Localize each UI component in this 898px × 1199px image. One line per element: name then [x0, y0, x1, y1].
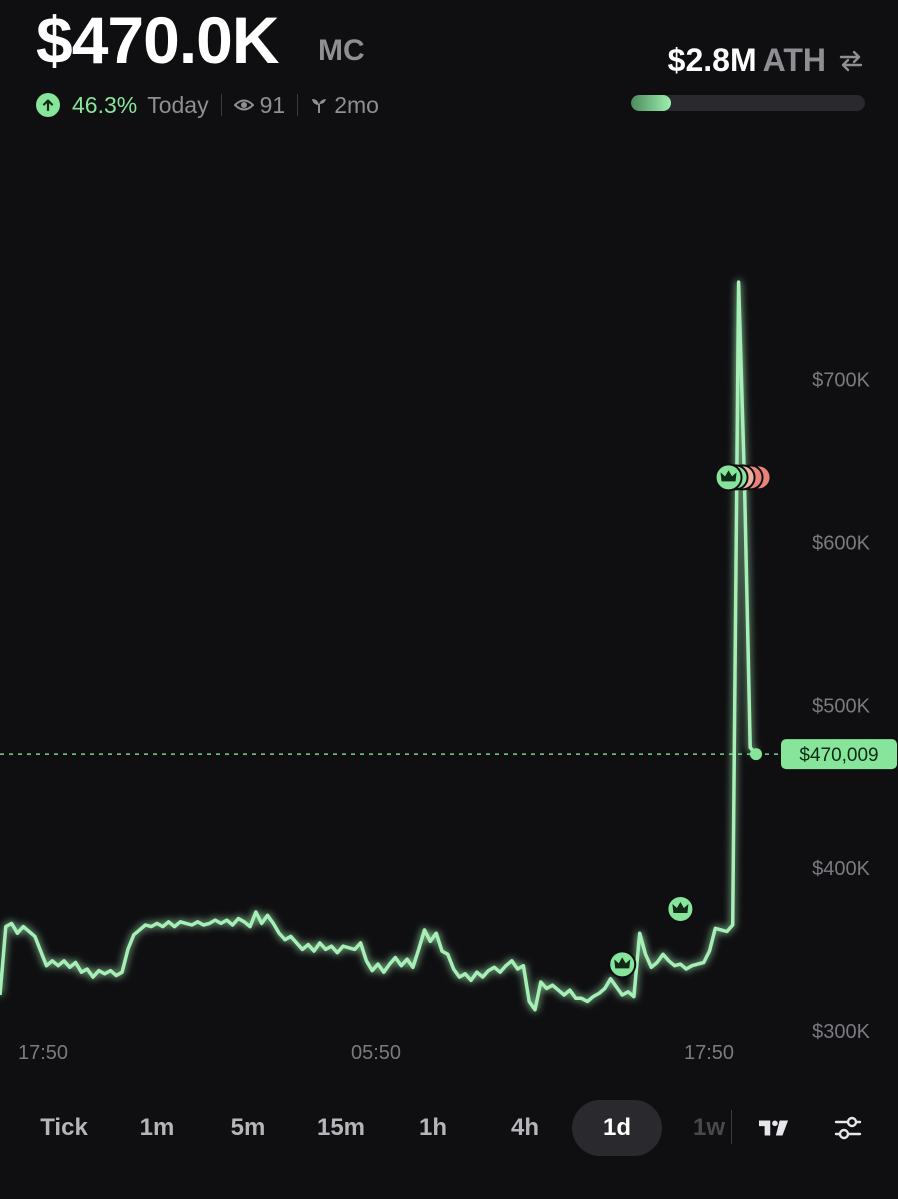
x-axis: 17:50 05:50 17:50 [18, 1042, 734, 1064]
price-chart[interactable]: $700K$600K$500K$400K$300K 17:50 05:50 17:5… [0, 130, 898, 1080]
divider [297, 94, 299, 116]
trade-marker[interactable] [608, 950, 637, 979]
ath-value: $2.8M [667, 42, 757, 78]
timeframe-15m-button[interactable]: 15m [316, 1114, 366, 1141]
ath-progress-bar [631, 95, 865, 111]
ath-display: $2.8M ATH [668, 42, 864, 79]
price-tag-label: $470,009 [799, 745, 878, 766]
trade-marker[interactable] [714, 463, 772, 492]
divider [731, 1110, 732, 1144]
tradingview-icon[interactable] [759, 1114, 789, 1142]
arrow-up-icon [36, 93, 60, 117]
price-series-line [0, 280, 758, 1012]
x-tick-label: 05:50 [351, 1042, 401, 1064]
x-tick-label: 17:50 [684, 1042, 734, 1064]
trade-markers [608, 463, 772, 979]
x-tick-label: 17:50 [18, 1042, 68, 1064]
market-cap-value: $470.0K [36, 3, 280, 77]
timeframe-bar: Tick 1m 5m 15m 1h 4h 1d 1w [0, 1100, 898, 1156]
crown-icon [672, 902, 689, 914]
token-age: 2mo [334, 91, 379, 118]
change-percent: 46.3% [72, 91, 138, 118]
current-price-tag: $470,009 [781, 739, 897, 770]
divider [220, 94, 222, 116]
y-tick-label: $400K [812, 858, 870, 880]
y-axis: $700K $600K $500K $400K $300K [812, 370, 870, 1043]
ath-label: ATH [762, 42, 826, 78]
viewer-count: 91 [259, 91, 286, 118]
crown-icon [614, 957, 631, 969]
eye-icon [233, 98, 254, 112]
sliders-icon[interactable] [833, 1114, 863, 1142]
timeframe-1w-button[interactable]: 1w [693, 1114, 726, 1141]
y-tick-label: $300K [812, 1021, 870, 1043]
market-cap-suffix: MC [318, 34, 365, 67]
timeframe-1m-button[interactable]: 1m [139, 1114, 175, 1141]
price-tag-bg [781, 739, 897, 770]
y-tick-label: $700K [812, 370, 870, 392]
change-period: Today [147, 91, 209, 118]
y-tick-label: $600K [812, 533, 870, 555]
timeframe-1d-button[interactable]: 1d [572, 1100, 662, 1156]
sprout-icon [310, 96, 328, 114]
trade-marker[interactable] [666, 895, 695, 924]
timeframe-tick-button[interactable]: Tick [40, 1114, 88, 1141]
timeframe-4h-button[interactable]: 4h [510, 1114, 539, 1141]
crown-icon [720, 470, 737, 482]
last-price-dot [750, 748, 762, 761]
ath-progress-fill [631, 95, 671, 111]
swap-icon[interactable] [838, 49, 864, 73]
y-tick-label: $500K [812, 695, 870, 717]
timeframe-1h-button[interactable]: 1h [418, 1114, 447, 1141]
chart-header: $470.0K MC 46.3% Today 91 2mo $2.8M ATH [0, 0, 898, 130]
stats-row: 46.3% Today 91 2mo [36, 90, 379, 120]
timeframe-5m-button[interactable]: 5m [230, 1114, 266, 1141]
